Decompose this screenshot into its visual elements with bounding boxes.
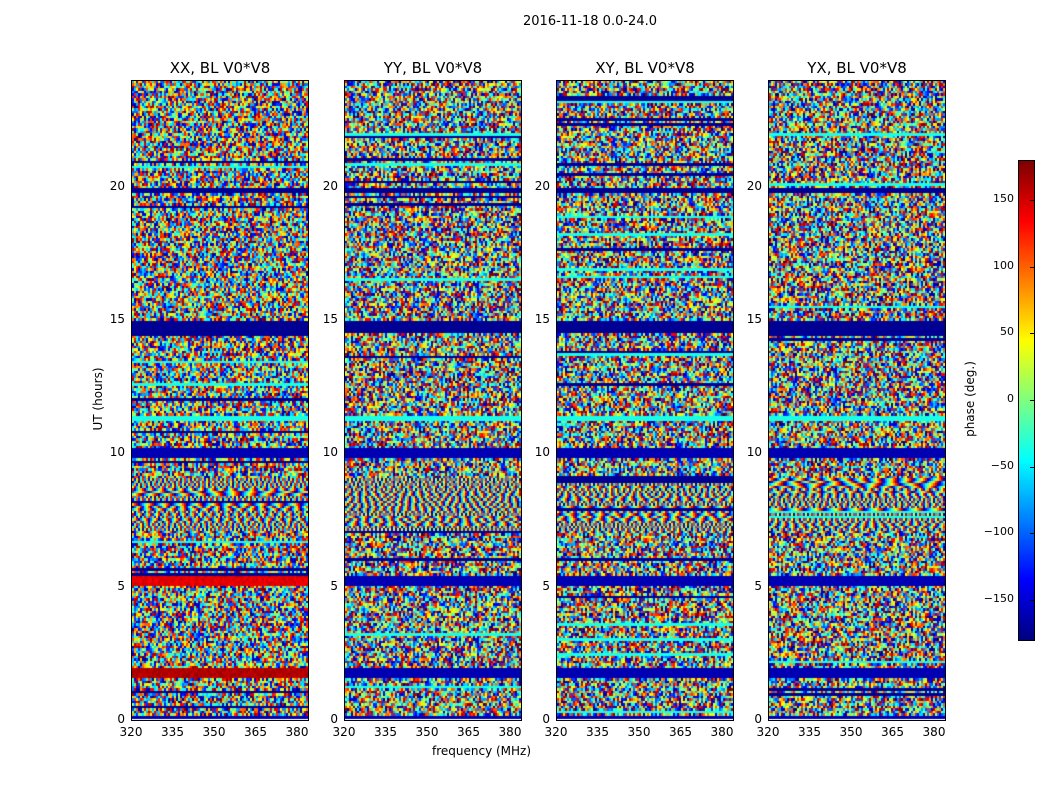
y-axis-label: UT (hours) <box>91 367 105 431</box>
heatmap-panel-1 <box>131 80 309 721</box>
x-tick-label: 335 <box>161 725 184 739</box>
x-tick-label: 335 <box>374 725 397 739</box>
y-tick-label: 15 <box>534 312 550 326</box>
figure-title: 2016-11-18 0.0-24.0 <box>523 14 657 29</box>
x-tick-label: 365 <box>457 725 480 739</box>
y-tick-label: 10 <box>322 445 338 460</box>
colorbar-label: phase (deg.) <box>963 361 977 437</box>
colorbar <box>1018 160 1035 641</box>
heatmap-image <box>132 81 308 720</box>
y-tick-label: 10 <box>109 445 125 460</box>
colorbar-tick-mark <box>1030 333 1034 335</box>
x-tick-label: 350 <box>415 725 439 739</box>
colorbar-tick-mark <box>1030 200 1034 201</box>
colorbar-tick-label: −150 <box>983 592 1014 605</box>
colorbar-tick-mark <box>1030 533 1034 535</box>
x-tick-label: 365 <box>669 725 692 739</box>
heatmap-image <box>557 81 733 720</box>
x-tick-label: 380 <box>922 725 946 739</box>
x-tick-label: 350 <box>627 725 651 739</box>
x-tick-label: 350 <box>839 725 863 739</box>
heatmap-panel-3 <box>556 80 734 721</box>
y-tick-label: 5 <box>542 578 550 593</box>
y-tick-label: 10 <box>746 445 762 460</box>
y-tick-label: 15 <box>109 312 125 326</box>
y-tick-label: 10 <box>534 445 550 460</box>
heatmap-image <box>345 81 521 720</box>
x-tick-label: 365 <box>244 725 267 739</box>
y-tick-label: 20 <box>534 178 550 193</box>
x-tick-label: 350 <box>202 725 226 739</box>
colorbar-tick-label: −100 <box>983 525 1014 539</box>
x-tick-label: 320 <box>119 725 143 739</box>
x-tick-label: 335 <box>798 725 821 739</box>
heatmap-image <box>769 81 945 720</box>
colorbar-tick-mark <box>1030 266 1034 268</box>
colorbar-tick-label: 50 <box>1000 325 1014 339</box>
heatmap-panel-2 <box>344 80 522 721</box>
x-tick-label: 380 <box>285 725 309 739</box>
y-tick-label: 15 <box>746 312 762 326</box>
y-tick-label: 5 <box>117 578 125 593</box>
y-tick-label: 0 <box>542 712 550 726</box>
x-axis-label: frequency (MHz) <box>432 744 532 758</box>
y-tick-label: 0 <box>754 712 762 726</box>
colorbar-tick-mark <box>1030 466 1034 468</box>
colorbar-tick-label: 150 <box>993 192 1014 205</box>
x-tick-label: 320 <box>544 725 568 739</box>
x-tick-label: 320 <box>332 725 356 739</box>
y-tick-label: 15 <box>322 312 338 326</box>
colorbar-tick-label: 100 <box>993 258 1014 272</box>
panel-title: YY, BL V0*V8 <box>383 59 483 77</box>
x-tick-label: 335 <box>586 725 609 739</box>
colorbar-tick-label: −50 <box>990 458 1014 472</box>
x-tick-label: 365 <box>881 725 904 739</box>
panel-title: XX, BL V0*V8 <box>169 59 271 77</box>
colorbar-tick-label: 0 <box>1007 392 1014 405</box>
panel-title: YX, BL V0*V8 <box>807 59 907 77</box>
y-tick-label: 0 <box>117 712 125 726</box>
panel-title: XY, BL V0*V8 <box>595 59 695 77</box>
x-tick-label: 380 <box>710 725 734 739</box>
y-tick-label: 20 <box>109 178 125 193</box>
colorbar-tick-mark <box>1030 600 1034 601</box>
colorbar-tick-mark <box>1030 400 1034 401</box>
y-tick-label: 5 <box>754 578 762 593</box>
y-tick-label: 0 <box>330 712 338 726</box>
x-tick-label: 320 <box>756 725 780 739</box>
y-tick-label: 5 <box>330 578 338 593</box>
x-tick-label: 380 <box>498 725 522 739</box>
heatmap-panel-4 <box>768 80 946 721</box>
y-tick-label: 20 <box>746 178 762 193</box>
colorbar-gradient <box>1019 161 1034 640</box>
y-tick-label: 20 <box>322 178 338 193</box>
